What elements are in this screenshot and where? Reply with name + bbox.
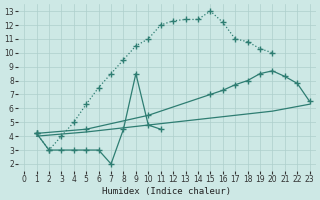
X-axis label: Humidex (Indice chaleur): Humidex (Indice chaleur) xyxy=(102,187,231,196)
